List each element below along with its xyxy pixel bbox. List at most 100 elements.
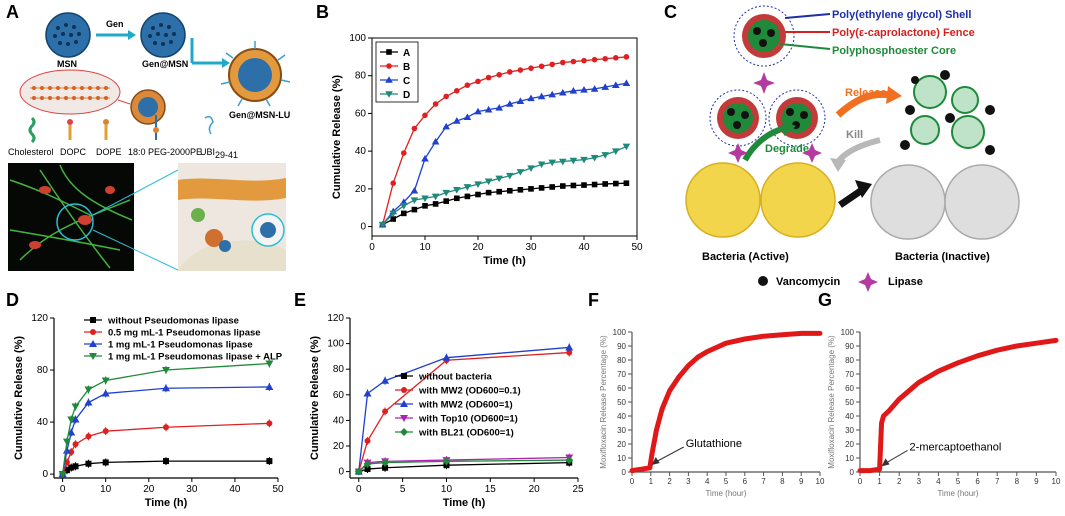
data-point (528, 65, 534, 71)
data-point (72, 463, 79, 470)
legend-marker (90, 329, 96, 335)
legend-label: 1 mg mL-1 Pseudomonas lipase + ALP (108, 352, 283, 363)
data-point (442, 122, 450, 130)
data-point (443, 93, 450, 100)
data-point (422, 112, 428, 119)
x-tick-label: 0 (858, 477, 863, 486)
y-tick-label: 100 (613, 328, 627, 337)
data-point (612, 81, 620, 88)
data-point (381, 376, 390, 384)
x-tick-label: 8 (1015, 477, 1020, 486)
x-tick-label: 8 (780, 477, 785, 486)
kill-arrow (835, 137, 881, 164)
data-point (265, 382, 274, 390)
y-axis-title: Moxifloxacin Release Percentage (%) (827, 335, 836, 469)
data-point (410, 186, 419, 194)
x-tick-label: 3 (917, 477, 922, 486)
x-tick-label: 5 (724, 477, 729, 486)
data-point (266, 458, 273, 465)
y-tick-label: 30 (845, 426, 854, 435)
legend-marker (89, 353, 97, 360)
data-point (560, 59, 566, 66)
panel-d: D 0 10 20 30 40 50 0 40 80 120 Time (h) Cumulative … (6, 290, 284, 509)
data-point (101, 389, 110, 397)
legend-label: C (403, 76, 410, 87)
legend-marker (400, 415, 408, 422)
component-label-3: 18:0 PEG-2000PE (128, 147, 202, 157)
legend-marker (401, 373, 407, 379)
series-0-line (857, 337, 1059, 474)
data-point (565, 343, 574, 351)
plot-frame (371, 37, 638, 237)
y-tick-label: 120 (327, 313, 344, 324)
component-label-4: UBI (200, 147, 215, 157)
x-tick-label: 3 (686, 477, 691, 486)
lipase-star-icon (728, 143, 748, 163)
data-point (363, 389, 372, 397)
x-tick-label: 1 (877, 477, 882, 486)
data-point (527, 165, 535, 172)
legend-label: with BL21 (OD600=1) (418, 428, 514, 439)
data-point (474, 181, 482, 188)
panel-g-letter: G (818, 290, 832, 310)
data-point (495, 175, 503, 183)
y-tick-label: 100 (841, 328, 855, 337)
x-tick-label: 5 (400, 484, 406, 495)
data-point (364, 466, 371, 473)
data-point (527, 94, 535, 102)
y-axis-title: Cumulative Release (%) (309, 336, 321, 460)
x-tick-label: 0 (630, 477, 635, 486)
data-point (68, 464, 75, 471)
y-tick-label: 40 (37, 417, 49, 428)
y-tick-label: 120 (31, 313, 48, 324)
data-point (354, 467, 363, 476)
data-point (475, 78, 481, 85)
data-point (85, 433, 92, 440)
lipase-star-icon (858, 272, 878, 292)
data-point (453, 117, 461, 124)
y-tick-label: 10 (617, 454, 626, 463)
data-point (431, 193, 440, 201)
data-point (401, 210, 407, 217)
data-point (67, 416, 76, 424)
x-tick-label: 9 (1034, 477, 1039, 486)
y-axis-title: Cumulative Release (%) (13, 336, 25, 460)
panel-b-letter: B (316, 2, 329, 22)
data-point (67, 428, 76, 436)
y-tick-label: 70 (617, 370, 626, 379)
y-tick-label: 40 (333, 415, 345, 426)
y-tick-label: 0 (622, 468, 627, 477)
bacteria-active-label: Bacteria (Active) (702, 251, 789, 263)
data-point (485, 74, 492, 81)
data-point (463, 184, 472, 191)
data-point (601, 152, 609, 159)
gen-msn-particle (140, 12, 186, 58)
data-point (85, 460, 92, 467)
data-point (590, 85, 599, 92)
microscopy-image (8, 163, 134, 271)
legend-marker (400, 428, 408, 436)
degraded-fragments (900, 70, 995, 155)
y-tick-label: 60 (355, 108, 367, 119)
data-point (475, 191, 481, 198)
x-axis-title: Time (h) (483, 255, 526, 267)
data-point (421, 154, 429, 162)
bacteria-active (685, 162, 836, 238)
y-tick-label: 50 (617, 398, 626, 407)
y-tick-label: 40 (355, 146, 367, 157)
panel-g: G 0 1 2 3 4 5 6 7 8 9 100102030405060708090100Time… (818, 290, 1061, 498)
data-point (602, 55, 608, 62)
y-tick-label: 80 (333, 364, 345, 375)
x-tick-label: 10 (1052, 477, 1061, 486)
data-point (62, 438, 71, 446)
series-0-line (629, 330, 823, 474)
data-point (537, 92, 546, 100)
series-2-line (61, 386, 270, 475)
x-axis-title: Time (h) (443, 497, 486, 509)
data-point (266, 420, 273, 427)
x-tick-label: 20 (472, 242, 484, 253)
legend-marker (400, 400, 408, 407)
lipase-star-icon (802, 143, 822, 163)
data-point (622, 143, 631, 151)
